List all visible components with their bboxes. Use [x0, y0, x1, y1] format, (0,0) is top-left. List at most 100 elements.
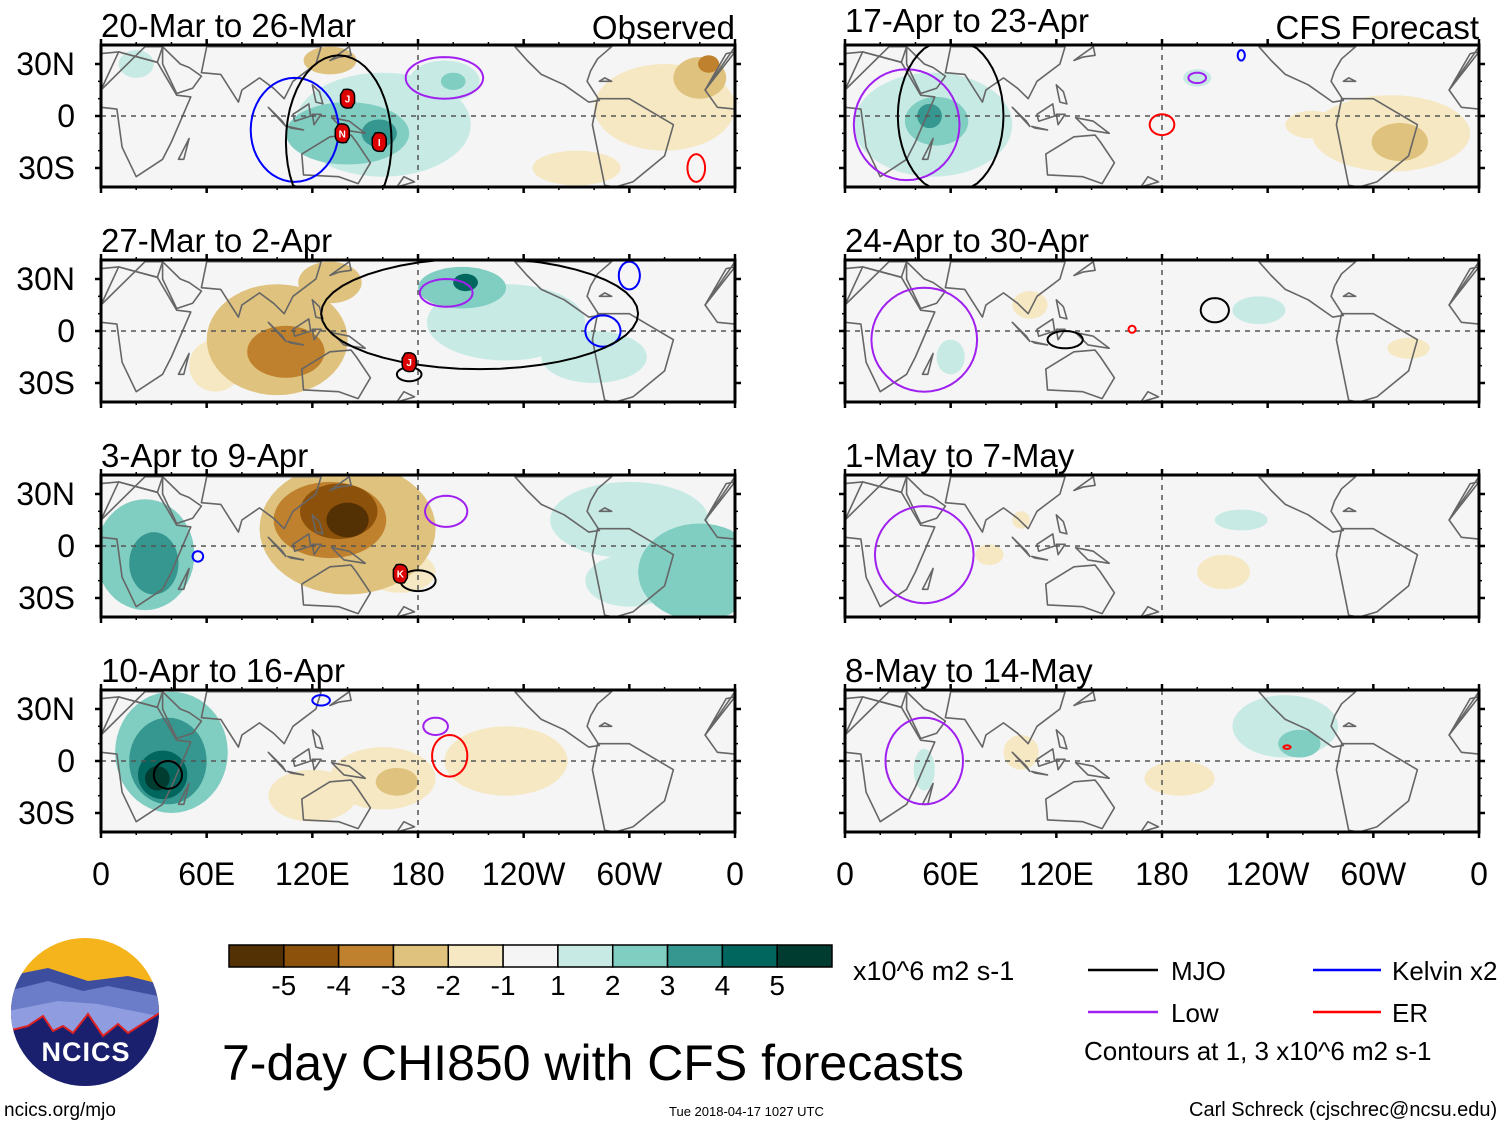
coastline: [267, 106, 287, 128]
coastline: [1342, 292, 1357, 298]
lon-tick-label: 180: [1135, 856, 1189, 892]
coastline: [844, 696, 936, 823]
colorbar-swatch: [228, 944, 285, 968]
map-panel: K: [95, 469, 741, 623]
legend-mjo-label: MJO: [1171, 956, 1226, 986]
coastline: [1073, 45, 1096, 62]
coastline: [1073, 690, 1096, 707]
coastline: [944, 260, 1066, 318]
coastline: [1036, 748, 1056, 767]
coastline: [286, 555, 305, 561]
site-url[interactable]: ncics.org/mjo: [4, 1100, 116, 1121]
coastline: [267, 321, 287, 343]
lon-tick-label: 60W: [1340, 856, 1407, 892]
colorbar-tick-label: 2: [604, 970, 621, 1001]
contour-kelvin: [1236, 49, 1246, 62]
anomaly-shading: [1144, 761, 1215, 796]
coastline: [1342, 77, 1357, 83]
anomaly-shading: [1214, 509, 1268, 531]
lat-tick-label: 0: [57, 528, 75, 564]
figure-title: 7-day CHI850 with CFS forecasts: [222, 1035, 964, 1091]
contour-note: Contours at 1, 3 x10^6 m2 s-1: [1084, 1036, 1432, 1066]
coastline: [1011, 536, 1031, 558]
coastline: [1045, 779, 1116, 830]
legend-er-label: ER: [1392, 998, 1429, 1028]
tropical-cyclone-icon: N: [334, 123, 351, 144]
coastline: [329, 690, 352, 707]
coastline: [161, 690, 203, 740]
anomaly-shading: [1371, 122, 1428, 162]
coastline: [1036, 103, 1056, 122]
colorbar-swatch: [721, 944, 778, 968]
coastline: [330, 546, 367, 565]
colorbar-tick-label: -3: [381, 970, 406, 1001]
lat-tick-label: 30N: [16, 476, 75, 512]
coastline: [1055, 513, 1068, 535]
coastline: [598, 507, 613, 513]
lat-tick-label: 30S: [18, 795, 75, 831]
coastline: [1342, 722, 1357, 728]
coastline: [1342, 507, 1357, 513]
coastline: [161, 475, 203, 525]
anomaly-shading: [440, 72, 466, 90]
coastline: [1258, 690, 1357, 748]
anomaly-shading: [145, 766, 170, 791]
colorbar-tick-label: -4: [326, 970, 352, 1001]
contour-low: [1187, 71, 1207, 85]
anomaly-shading: [698, 55, 720, 73]
cyclone-label: I: [378, 138, 381, 149]
logo-text: NCICS: [41, 1037, 130, 1067]
coastline: [311, 83, 324, 105]
anomaly-shading: [1003, 735, 1039, 770]
contour-mjo: [152, 759, 184, 790]
coastline: [177, 137, 190, 161]
anomaly-shading: [247, 325, 325, 378]
coastline: [1011, 106, 1031, 128]
contour-kelvin: [311, 694, 331, 707]
panel-column-label: Observed: [591, 9, 735, 46]
coastline: [396, 605, 416, 618]
contour-er: [431, 733, 469, 778]
coastline: [286, 770, 305, 776]
anomaly-shading: [1183, 69, 1212, 87]
panel-column-label: CFS Forecast: [1275, 9, 1479, 46]
contour-low: [422, 716, 449, 737]
contour-low: [423, 494, 469, 528]
map-panel: [839, 254, 1485, 408]
coastline: [100, 481, 192, 608]
anomaly-shading: [298, 261, 362, 304]
anomaly-shading: [975, 544, 1004, 566]
cyclone-label: K: [397, 570, 405, 581]
contour-low: [852, 68, 961, 182]
lon-tick-label: 0: [836, 856, 854, 892]
contour-low: [870, 286, 979, 393]
map-panel: [839, 469, 1485, 623]
contour-mjo: [320, 259, 640, 371]
cyclone-label: N: [339, 129, 346, 140]
anomaly-shading: [1232, 296, 1286, 325]
coastline: [1030, 340, 1049, 346]
colorbar-units: x10^6 m2 s-1: [853, 956, 1015, 986]
coastline: [1036, 318, 1056, 337]
contour-low: [873, 505, 975, 605]
lon-tick-label: 0: [92, 856, 110, 892]
anomaly-shading: [638, 523, 735, 617]
colorbar-tick-label: -1: [490, 970, 516, 1001]
coastline: [100, 266, 192, 393]
coastline: [1140, 820, 1160, 833]
coastline: [286, 125, 305, 131]
contour-er: [1148, 113, 1176, 137]
credit: Carl Schreck (cjschrec@ncsu.edu): [1189, 1099, 1498, 1121]
coastline: [944, 690, 1066, 748]
coastline: [292, 533, 312, 552]
coastline: [292, 318, 312, 337]
coastline: [1055, 113, 1066, 126]
coastline: [1011, 751, 1031, 773]
contour-mjo: [896, 44, 1005, 188]
coastline: [1045, 134, 1116, 185]
ncics-logo: NCICS: [11, 938, 159, 1086]
coastline: [921, 137, 934, 161]
map-panel: [839, 684, 1485, 838]
coastline: [844, 266, 936, 393]
coastline: [1335, 527, 1419, 618]
